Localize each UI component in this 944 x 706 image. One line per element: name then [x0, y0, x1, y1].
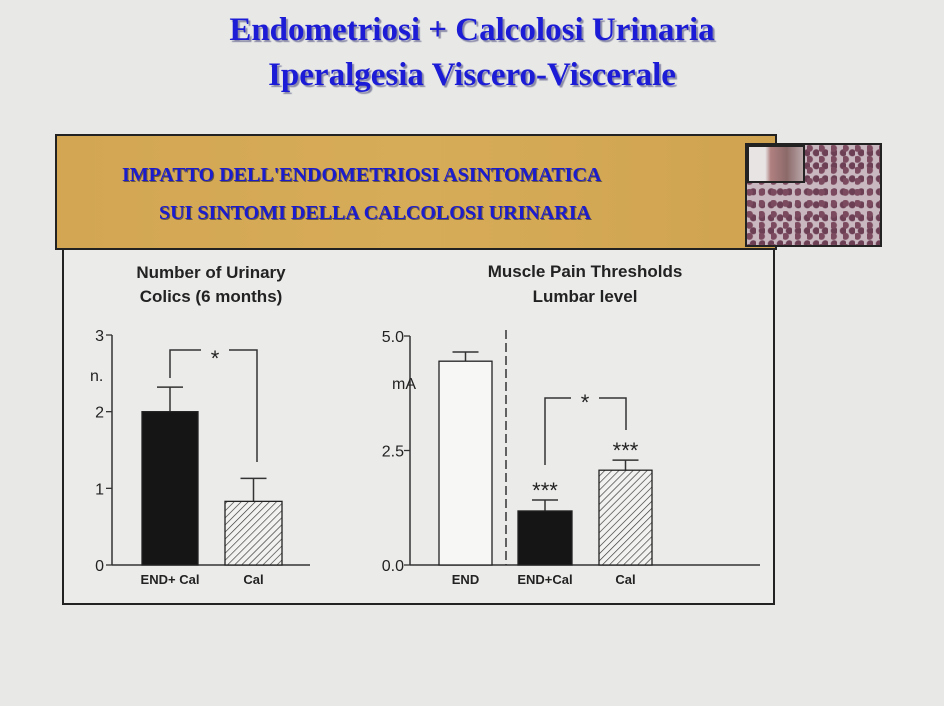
- category-label: Cal: [615, 572, 635, 587]
- significance-bracket-left: [544, 397, 571, 465]
- y-tick-label: 2.5: [382, 444, 404, 461]
- category-label: Cal: [243, 572, 263, 587]
- chart-title: Muscle Pain Thresholds: [488, 262, 683, 281]
- y-tick-label: 1: [95, 481, 104, 498]
- significance-star: *: [581, 390, 590, 415]
- y-axis-label: n.: [90, 368, 103, 385]
- chart-title: Colics (6 months): [140, 287, 283, 306]
- category-label: END+ Cal: [141, 572, 200, 587]
- histology-image: [745, 143, 882, 247]
- y-tick-label: 0: [95, 558, 104, 575]
- chart-title: Number of Urinary: [136, 263, 286, 282]
- category-label: END: [452, 572, 479, 587]
- y-axis-label: mA: [392, 376, 416, 393]
- significance-label: ***: [613, 438, 639, 463]
- y-tick-label: 5.0: [382, 329, 404, 346]
- bar: [224, 500, 283, 566]
- significance-bracket-right: [599, 397, 627, 430]
- banner: IMPATTO DELL'ENDOMETRIOSI ASINTOMATICA S…: [55, 134, 777, 250]
- y-tick-label: 3: [95, 328, 104, 345]
- significance-star: *: [211, 346, 220, 371]
- significance-bracket-left: [169, 349, 201, 378]
- chart-title: Lumbar level: [533, 287, 638, 306]
- bar: [141, 411, 199, 566]
- slide-title-line2: Iperalgesia Viscero-Viscerale: [268, 57, 676, 93]
- y-tick-label: 2: [95, 405, 104, 422]
- banner-line2: SUI SINTOMI DELLA CALCOLOSI URINARIA: [159, 202, 591, 224]
- significance-bracket-right: [229, 349, 258, 462]
- bar: [598, 469, 653, 566]
- y-tick-label: 0.0: [382, 558, 404, 575]
- bar: [438, 360, 493, 566]
- category-label: END+Cal: [517, 572, 572, 587]
- significance-label: ***: [532, 478, 558, 503]
- bar: [517, 510, 573, 566]
- histology-inset-image: [747, 145, 805, 183]
- slide-title-line1: Endometriosi + Calcolosi Urinaria: [229, 12, 715, 48]
- banner-line1: IMPATTO DELL'ENDOMETRIOSI ASINTOMATICA: [122, 164, 602, 186]
